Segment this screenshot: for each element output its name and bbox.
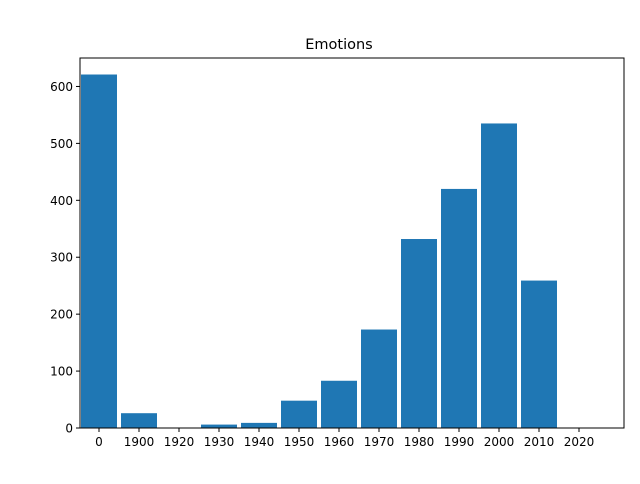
y-tick-label-300: 300	[50, 251, 73, 265]
bar-0	[81, 74, 117, 428]
bar-1930	[201, 424, 237, 428]
plot-frame	[79, 57, 625, 429]
x-tick-label-2020: 2020	[564, 435, 595, 449]
x-tick-label-1950: 1950	[284, 435, 315, 449]
y-tick-label-0: 0	[65, 422, 73, 436]
bar-1970	[361, 329, 397, 428]
bar-1940	[241, 422, 277, 428]
bar-1950	[281, 400, 317, 428]
x-tick-label-1980: 1980	[404, 435, 435, 449]
x-tick-label-2010: 2010	[524, 435, 555, 449]
x-tick-label-1930: 1930	[204, 435, 235, 449]
y-tick-label-100: 100	[50, 365, 73, 379]
x-tick-label-0: 0	[95, 435, 103, 449]
y-tick-label-400: 400	[50, 194, 73, 208]
bar-2000	[481, 123, 517, 428]
y-axis: 0 100 200 300 400 500 600	[50, 80, 80, 436]
bar-1990	[441, 188, 477, 428]
x-tick-label-1900: 1900	[124, 435, 155, 449]
y-tick-label-200: 200	[50, 308, 73, 322]
y-tick-label-500: 500	[50, 137, 73, 151]
bar-1960	[321, 380, 357, 428]
chart-title: Emotions	[305, 37, 373, 53]
bar-2010	[521, 280, 557, 428]
x-axis: 0 1900 1920 1930 1940 1950 1960 1970 1980 1990 200…	[95, 428, 594, 449]
x-tick-label-1960: 1960	[324, 435, 355, 449]
x-tick-label-1940: 1940	[244, 435, 275, 449]
x-tick-label-1920: 1920	[164, 435, 195, 449]
bar-1980	[401, 239, 437, 428]
x-tick-label-2000: 2000	[484, 435, 515, 449]
bars-group	[81, 74, 557, 428]
y-tick-label-600: 600	[50, 80, 73, 94]
x-tick-label-1990: 1990	[444, 435, 475, 449]
x-tick-label-1970: 1970	[364, 435, 395, 449]
bar-1900	[121, 413, 157, 428]
